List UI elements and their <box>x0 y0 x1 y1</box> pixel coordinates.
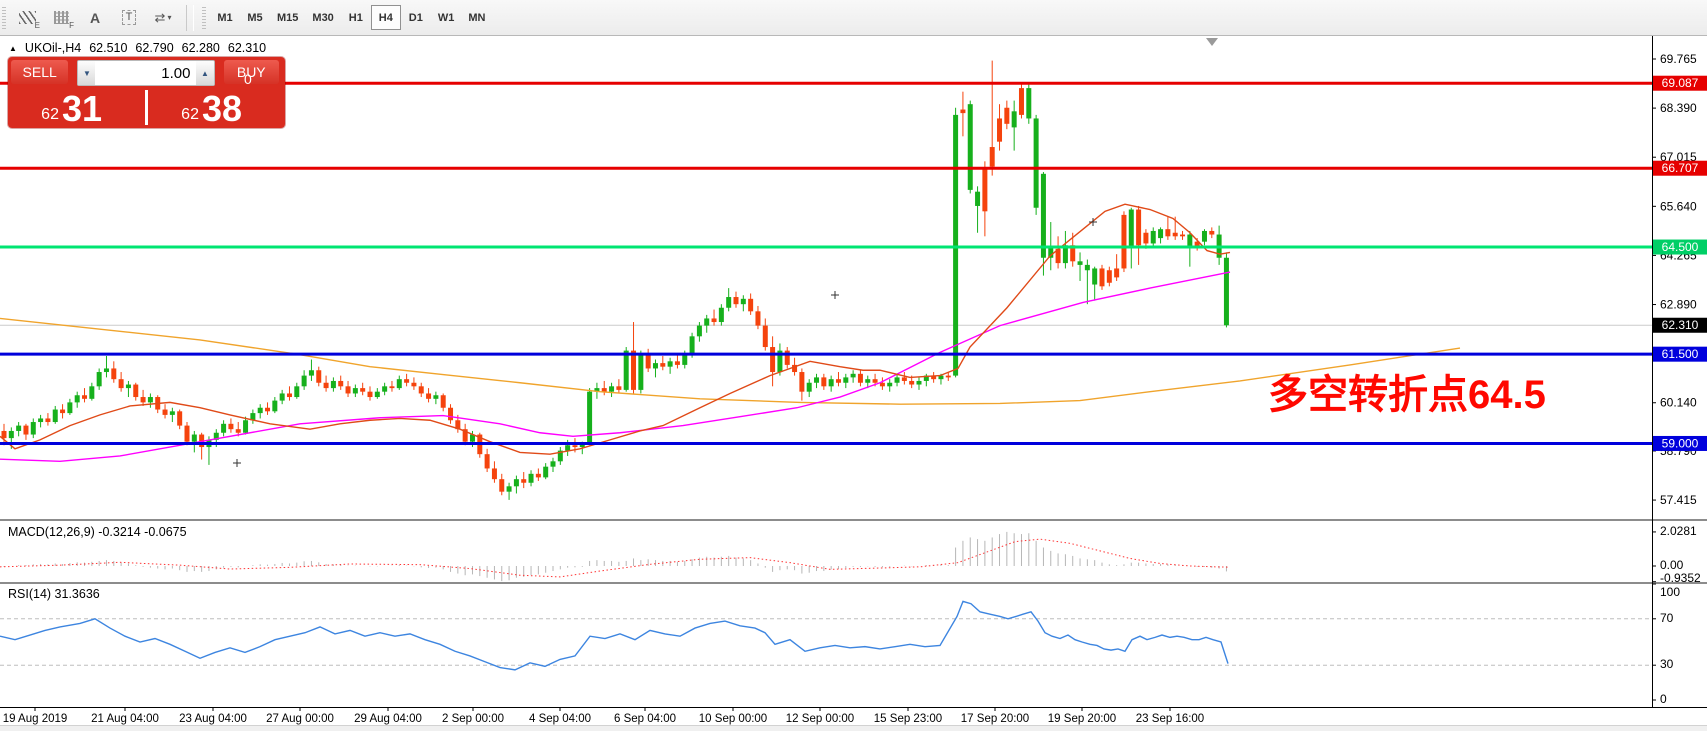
channel-glyph <box>18 11 36 24</box>
one-click-trading-panel: SELL ▼ ▲ BUY 62 31 0 62 38 0 <box>8 57 285 128</box>
svg-text:21 Aug 04:00: 21 Aug 04:00 <box>91 713 159 725</box>
tf-w1-button[interactable]: W1 <box>431 5 462 30</box>
svg-text:2.0281: 2.0281 <box>1660 524 1697 538</box>
svg-text:30: 30 <box>1660 657 1674 671</box>
tf-h4-button[interactable]: H4 <box>370 5 401 30</box>
svg-text:29 Aug 04:00: 29 Aug 04:00 <box>354 713 422 725</box>
quote-bar: ▲ UKOil-,H4 62.510 62.790 62.280 62.310 <box>9 41 266 55</box>
volume-decrease-button[interactable]: ▼ <box>78 61 96 85</box>
quote-open: 62.510 <box>89 41 128 55</box>
svg-text:0: 0 <box>1660 692 1667 706</box>
quote-low: 62.280 <box>181 41 220 55</box>
sell-price[interactable]: 62 31 0 <box>41 71 112 130</box>
svg-text:68.390: 68.390 <box>1660 101 1697 115</box>
statusbar-strip <box>0 725 1707 731</box>
svg-text:62.890: 62.890 <box>1660 298 1697 312</box>
svg-text:-0.9352: -0.9352 <box>1660 571 1701 585</box>
trade-panel-controls: SELL ▼ ▲ BUY <box>8 57 285 86</box>
channel-tool-icon[interactable]: E <box>10 4 44 32</box>
price-divider <box>145 90 148 125</box>
quote-close: 62.310 <box>227 41 267 55</box>
svg-text:64.500: 64.500 <box>1662 240 1699 254</box>
volume-input[interactable] <box>95 61 197 85</box>
toolbar-separator <box>186 4 194 31</box>
toolbar-grip[interactable] <box>2 6 6 29</box>
tf-mn-button[interactable]: MN <box>461 5 492 30</box>
svg-text:15 Sep 23:00: 15 Sep 23:00 <box>874 713 942 725</box>
tf-h1-button[interactable]: H1 <box>341 5 371 30</box>
chart-area[interactable]: 69.765 68.390 67.015 65.640 64.265 62.890 60.1… <box>0 36 1707 731</box>
chart-shift-marker[interactable] <box>1206 38 1218 46</box>
fibonacci-glyph <box>53 11 69 24</box>
svg-text:23 Aug 04:00: 23 Aug 04:00 <box>179 713 247 725</box>
svg-text:4 Sep 04:00: 4 Sep 04:00 <box>529 713 591 725</box>
arrows-tool-icon[interactable]: ⇄ ▾ <box>146 4 180 32</box>
tf-m1-button[interactable]: M1 <box>210 5 240 30</box>
svg-text:57.415: 57.415 <box>1660 493 1697 507</box>
rsi-indicator-label: RSI(14) 31.3636 <box>8 587 100 601</box>
tf-m5-button[interactable]: M5 <box>240 5 270 30</box>
toolbar: E F A T ⇄ ▾ M1 M5 M15 M30 H1 H4 D1 W1 MN <box>0 0 1707 36</box>
trade-panel-prices: 62 31 0 62 38 0 <box>8 71 285 130</box>
svg-text:10 Sep 00:00: 10 Sep 00:00 <box>699 713 767 725</box>
svg-text:23 Sep 16:00: 23 Sep 16:00 <box>1136 713 1204 725</box>
fibonacci-tool-icon[interactable]: F <box>44 4 78 32</box>
volume-spinner: ▼ ▲ <box>77 60 215 86</box>
svg-text:65.640: 65.640 <box>1660 199 1697 213</box>
tf-m30-button[interactable]: M30 <box>305 5 340 30</box>
svg-text:66.707: 66.707 <box>1662 161 1699 175</box>
macd-indicator-label: MACD(12,26,9) -0.3214 -0.0675 <box>8 525 187 539</box>
svg-text:17 Sep 20:00: 17 Sep 20:00 <box>961 713 1029 725</box>
collapse-panel-arrow[interactable]: ▲ <box>9 43 17 53</box>
svg-text:27 Aug 00:00: 27 Aug 00:00 <box>266 713 334 725</box>
svg-text:70: 70 <box>1660 611 1674 625</box>
chart-canvas[interactable]: 69.76568.39067.01565.64064.26562.89060.1… <box>0 36 1707 731</box>
buy-price[interactable]: 62 38 0 <box>181 71 252 130</box>
svg-text:59.000: 59.000 <box>1662 436 1699 450</box>
quote-high: 62.790 <box>135 41 174 55</box>
svg-text:69.765: 69.765 <box>1660 52 1697 66</box>
buy-button[interactable]: BUY <box>223 60 279 84</box>
sell-button[interactable]: SELL <box>11 60 69 84</box>
svg-text:60.140: 60.140 <box>1660 396 1697 410</box>
volume-increase-button[interactable]: ▲ <box>196 61 214 85</box>
svg-text:2 Sep 00:00: 2 Sep 00:00 <box>442 713 504 725</box>
svg-text:19 Sep 20:00: 19 Sep 20:00 <box>1048 713 1116 725</box>
svg-text:0.00: 0.00 <box>1660 558 1684 572</box>
text-tool-icon[interactable]: A <box>78 4 112 32</box>
svg-text:61.500: 61.500 <box>1662 347 1699 361</box>
svg-text:6 Sep 04:00: 6 Sep 04:00 <box>614 713 676 725</box>
tf-d1-button[interactable]: D1 <box>401 5 431 30</box>
symbol-period: UKOil-,H4 <box>24 41 82 55</box>
svg-text:100: 100 <box>1660 585 1680 599</box>
svg-text:62.310: 62.310 <box>1662 318 1699 332</box>
svg-text:69.087: 69.087 <box>1662 76 1699 90</box>
tf-m15-button[interactable]: M15 <box>270 5 305 30</box>
chevron-down-icon: ▾ <box>167 13 172 22</box>
svg-text:19 Aug 2019: 19 Aug 2019 <box>3 713 68 725</box>
chart-annotation: 多空转折点64.5 <box>1268 373 1546 417</box>
toolbar-grip-2[interactable] <box>202 6 206 29</box>
svg-text:12 Sep 00:00: 12 Sep 00:00 <box>786 713 854 725</box>
text-label-tool-icon[interactable]: T <box>112 4 146 32</box>
